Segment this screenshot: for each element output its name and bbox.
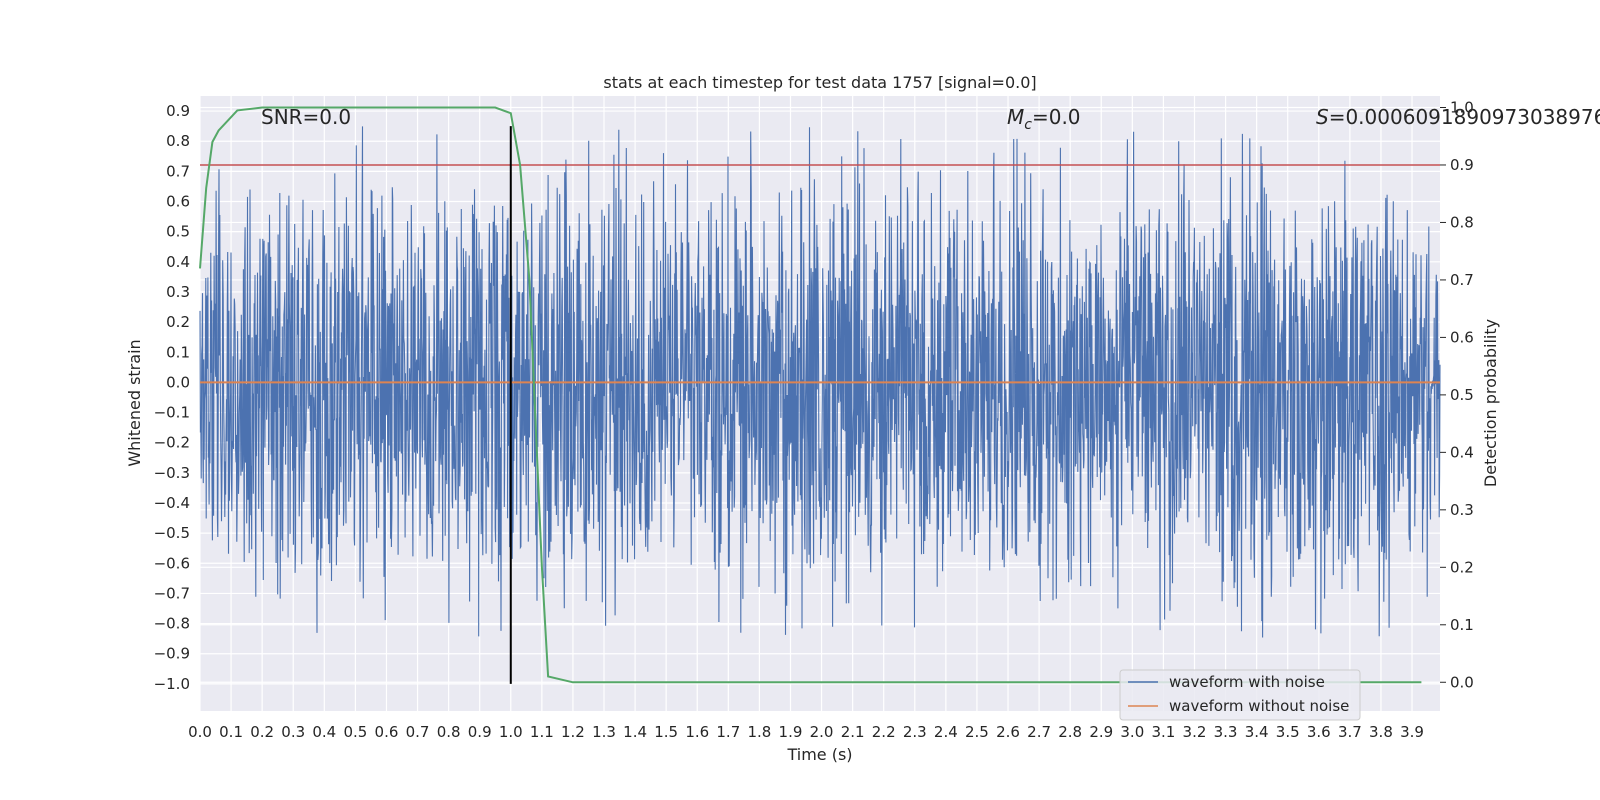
x-tick-label: 1.6 (685, 723, 709, 741)
x-tick-label: 0.0 (188, 723, 212, 741)
x-tick-label: 1.1 (530, 723, 554, 741)
legend: waveform with noise waveform without noi… (1119, 669, 1361, 721)
x-tick-label: 2.4 (934, 723, 958, 741)
y-tick-label: −0.5 (154, 524, 190, 542)
snr-annotation: SNR=0.0 (261, 105, 351, 129)
y-tick-label: −0.4 (154, 494, 190, 512)
y2-axis-label: Detection probability (1481, 319, 1500, 487)
x-tick-label: 2.9 (1089, 723, 1113, 741)
x-tick-label: 0.4 (312, 723, 336, 741)
x-tick-label: 3.4 (1245, 723, 1269, 741)
x-tick-label: 2.1 (841, 723, 865, 741)
y-tick-label: 0.6 (166, 193, 190, 211)
x-tick-label: 3.3 (1214, 723, 1238, 741)
x-tick-label: 0.8 (437, 723, 461, 741)
y-tick-label: −0.2 (154, 434, 190, 452)
x-axis-label: Time (s) (786, 745, 852, 764)
legend-label-clean: waveform without noise (1169, 697, 1349, 715)
y-tick-label: 0.5 (166, 223, 190, 241)
y-tick-label: 0.7 (166, 162, 190, 180)
x-tick-label: 3.5 (1276, 723, 1300, 741)
y-axis-label: Whitened strain (125, 339, 144, 466)
x-tick-label: 3.0 (1120, 723, 1144, 741)
x-tick-label: 3.2 (1183, 723, 1207, 741)
x-tick-label: 2.7 (1027, 723, 1051, 741)
y-tick-label: 0.4 (166, 253, 190, 271)
x-tick-label: 1.5 (654, 723, 678, 741)
y-tick-label: −0.9 (154, 645, 190, 663)
y2-tick-label: 0.5 (1450, 386, 1474, 404)
y2-tick-label: 0.9 (1450, 156, 1474, 174)
x-tick-label: 0.3 (281, 723, 305, 741)
x-tick-label: 2.2 (872, 723, 896, 741)
x-tick-label: 1.8 (747, 723, 771, 741)
s-value: =0.0006091890973038976 (1329, 105, 1600, 129)
x-tick-label: 2.0 (810, 723, 834, 741)
mc-annotation: Mc=0.0 (1007, 105, 1081, 133)
noise-series (199, 126, 1441, 638)
y-tick-label: −0.8 (154, 615, 190, 633)
x-tick-label: 3.7 (1338, 723, 1362, 741)
x-ticks: 0.0 0.1 0.2 0.3 0.4 0.5 0.6 0.7 0.8 0.9 1.0 1.1 1.2 1… (188, 723, 1424, 741)
x-tick-label: 2.5 (965, 723, 989, 741)
chart-title: stats at each timestep for test data 175… (603, 73, 1036, 92)
x-tick-label: 3.8 (1369, 723, 1393, 741)
y-tick-label: 0.9 (166, 102, 190, 120)
y2-tick-label: 0.8 (1450, 213, 1474, 231)
y2-tick-label: 0.4 (1450, 443, 1474, 461)
s-symbol: S (1316, 105, 1329, 129)
x-tick-label: 2.8 (1058, 723, 1082, 741)
x-tick-label: 0.9 (468, 723, 492, 741)
legend-box (1119, 669, 1361, 721)
y2-tick-label: 0.6 (1450, 328, 1474, 346)
y-tick-label: −0.6 (154, 554, 190, 572)
x-tick-label: 3.6 (1307, 723, 1331, 741)
y-tick-label: 0.0 (166, 373, 190, 391)
x-tick-label: 1.7 (716, 723, 740, 741)
overlay-series (199, 106, 1440, 684)
mc-subscript: c (1024, 117, 1032, 133)
y2-tick-label: 0.3 (1450, 501, 1474, 519)
y-tick-label: 0.1 (166, 343, 190, 361)
y-tick-label: 0.8 (166, 132, 190, 150)
x-tick-label: 3.1 (1151, 723, 1175, 741)
x-tick-label: 0.6 (375, 723, 399, 741)
x-tick-label: 1.0 (499, 723, 523, 741)
x-tick-label: 0.2 (250, 723, 274, 741)
y-tick-label: 0.2 (166, 313, 190, 331)
legend-label-noise: waveform with noise (1169, 673, 1325, 691)
y2-tick-label: 0.1 (1450, 616, 1474, 634)
x-tick-label: 0.5 (343, 723, 367, 741)
y-tick-label: −0.7 (154, 584, 190, 602)
x-tick-label: 1.2 (561, 723, 585, 741)
s-annotation: S=0.0006091890973038976 (1316, 105, 1600, 129)
x-tick-label: 2.6 (996, 723, 1020, 741)
x-tick-label: 0.7 (406, 723, 430, 741)
x-tick-label: 1.3 (592, 723, 616, 741)
y2-tick-label: 0.2 (1450, 558, 1474, 576)
y-tick-label: 0.3 (166, 283, 190, 301)
x-tick-label: 2.3 (903, 723, 927, 741)
y2-ticks: 1.0 0.9 0.8 0.7 0.6 0.5 0.4 0.3 0.2 0.1 0.0 (1440, 98, 1474, 691)
mc-symbol: M (1007, 105, 1024, 129)
y2-tick-label: 0.7 (1450, 271, 1474, 289)
detection-probability-line (199, 106, 1422, 684)
y-tick-label: −1.0 (154, 675, 190, 693)
x-tick-label: 3.9 (1400, 723, 1424, 741)
x-tick-label: 0.1 (219, 723, 243, 741)
x-tick-label: 1.9 (779, 723, 803, 741)
waveform-with-noise-line (199, 126, 1441, 638)
y-ticks: 0.9 0.8 0.7 0.6 0.5 0.4 0.3 0.2 0.1 0.0 −0.1 −0.2 −0… (154, 102, 190, 693)
mc-value: =0.0 (1032, 105, 1081, 129)
y2-tick-label: 1.0 (1450, 98, 1474, 116)
y-tick-label: −0.3 (154, 464, 190, 482)
y2-tick-label: 0.0 (1450, 673, 1474, 691)
y-tick-label: −0.1 (154, 404, 190, 422)
x-tick-label: 1.4 (623, 723, 647, 741)
